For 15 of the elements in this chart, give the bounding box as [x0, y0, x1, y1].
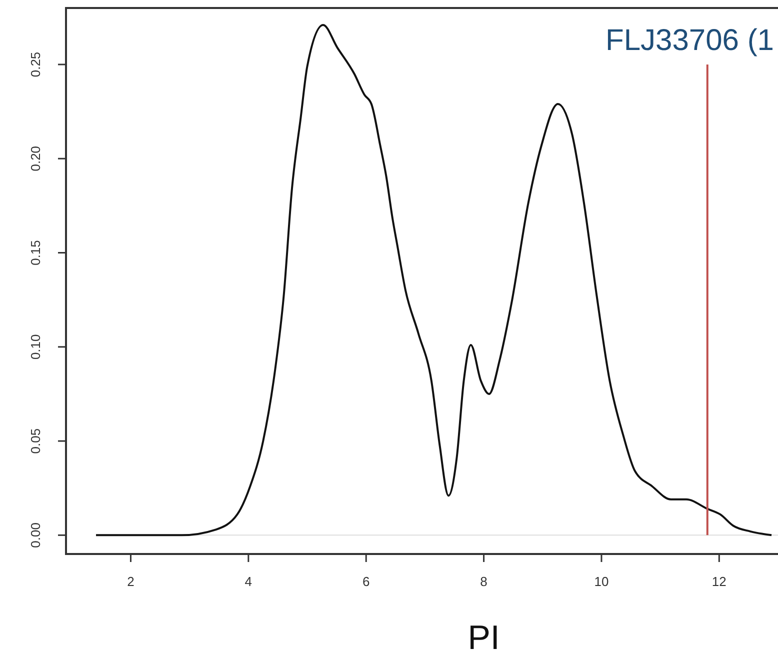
- y-tick-label: 0.15: [28, 240, 43, 266]
- y-tick-label: 0.00: [28, 522, 43, 548]
- y-tick-label: 0.20: [28, 146, 43, 172]
- x-tick-label: 8: [480, 574, 488, 589]
- x-axis-title: PI: [468, 619, 500, 657]
- line-series: [95, 24, 773, 536]
- x-tick-label: 10: [594, 574, 609, 589]
- y-tick-label: 0.10: [28, 334, 43, 360]
- y-tick-label: 0.05: [28, 428, 43, 454]
- x-tick-label: 6: [362, 574, 370, 589]
- y-tick-label: 0.25: [28, 52, 43, 78]
- x-tick-label: 12: [712, 574, 726, 589]
- x-tick-label: 4: [244, 574, 252, 589]
- ref-line-label: FLJ33706 (1: [606, 24, 774, 57]
- x-tick-label: 2: [127, 574, 134, 589]
